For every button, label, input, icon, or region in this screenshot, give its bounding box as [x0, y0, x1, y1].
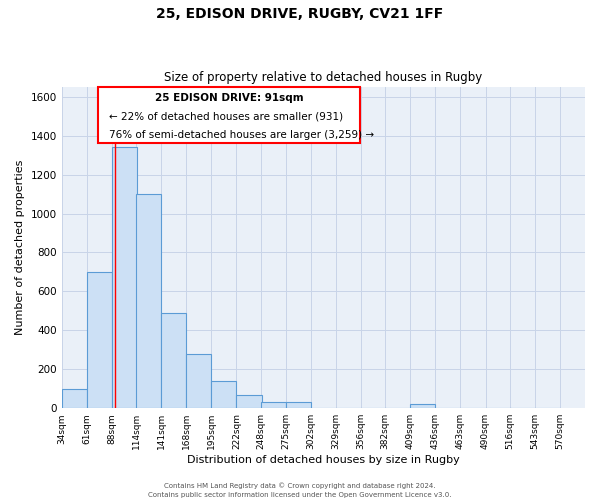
Text: Contains HM Land Registry data © Crown copyright and database right 2024.: Contains HM Land Registry data © Crown c…	[164, 482, 436, 489]
Text: ← 22% of detached houses are smaller (931): ← 22% of detached houses are smaller (93…	[109, 112, 343, 122]
Bar	[211, 381, 236, 408]
Bar	[136, 194, 161, 408]
Title: Size of property relative to detached houses in Rugby: Size of property relative to detached ho…	[164, 72, 482, 85]
FancyBboxPatch shape	[98, 87, 360, 144]
Bar	[161, 313, 186, 408]
Bar	[62, 388, 87, 408]
Text: 25, EDISON DRIVE, RUGBY, CV21 1FF: 25, EDISON DRIVE, RUGBY, CV21 1FF	[157, 8, 443, 22]
Text: Contains public sector information licensed under the Open Government Licence v3: Contains public sector information licen…	[148, 492, 452, 498]
Bar	[410, 404, 436, 408]
X-axis label: Distribution of detached houses by size in Rugby: Distribution of detached houses by size …	[187, 455, 460, 465]
Text: 76% of semi-detached houses are larger (3,259) →: 76% of semi-detached houses are larger (…	[109, 130, 374, 140]
Y-axis label: Number of detached properties: Number of detached properties	[15, 160, 25, 336]
Bar	[286, 402, 311, 408]
Text: 25 EDISON DRIVE: 91sqm: 25 EDISON DRIVE: 91sqm	[155, 94, 304, 104]
Bar	[87, 272, 112, 408]
Bar	[186, 354, 211, 408]
Bar	[260, 402, 286, 408]
Bar	[112, 148, 137, 408]
Bar	[236, 394, 262, 408]
